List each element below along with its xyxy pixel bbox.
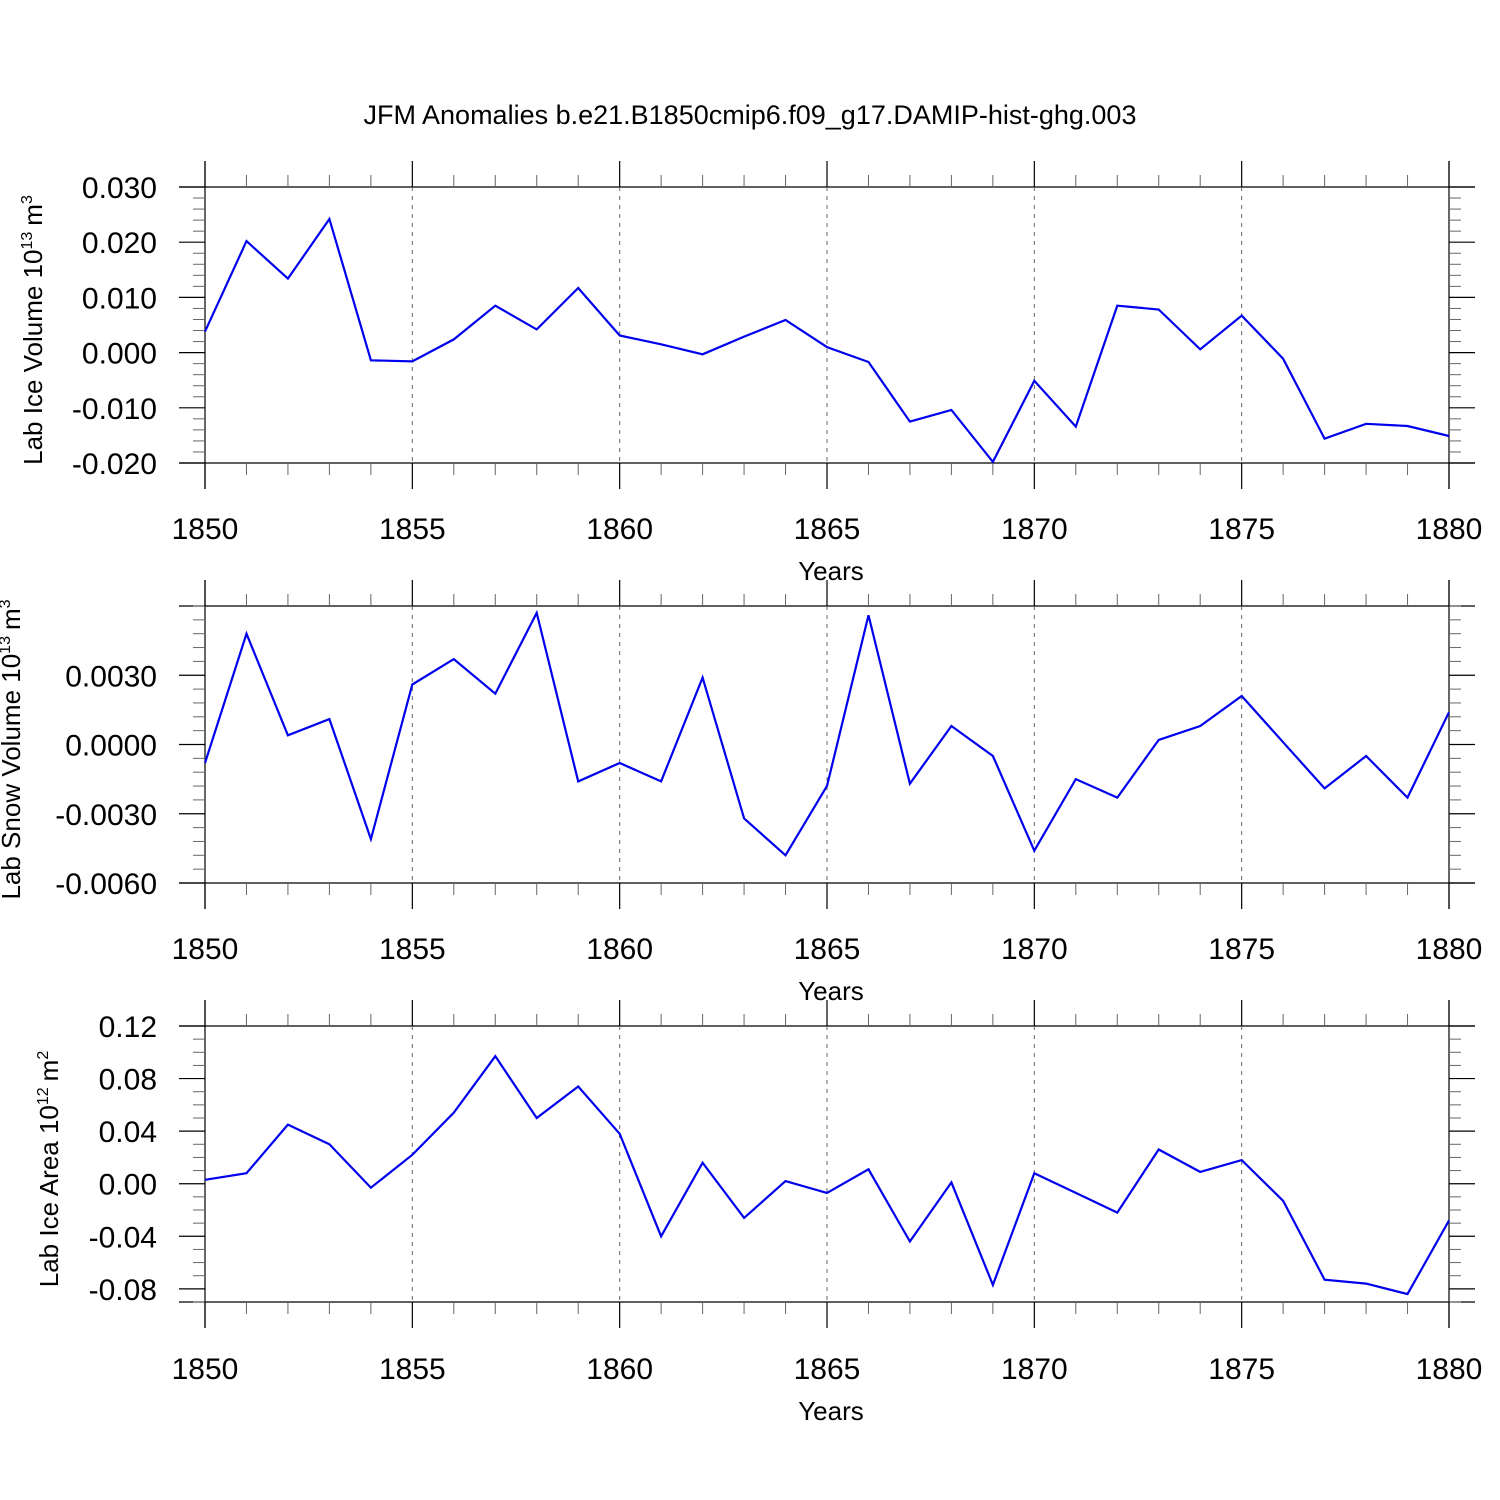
y-tick-label: -0.010 [72, 393, 157, 426]
x-tick-label: 1870 [1001, 1353, 1068, 1386]
x-tick-label: 1860 [586, 1353, 653, 1386]
x-tick-label: 1870 [1001, 933, 1068, 966]
x-tick-label: 1855 [379, 513, 446, 546]
x-tick-label: 1865 [794, 513, 861, 546]
x-tick-label: 1850 [172, 1353, 239, 1386]
series-line [204, 216, 1450, 464]
x-axis-title: Years [798, 556, 864, 586]
y-tick-label: 0.0030 [65, 660, 157, 693]
y-axis-title: Lab Ice Area 1012m2 [34, 1051, 64, 1288]
y-tick-label: 0.08 [99, 1064, 157, 1097]
x-axis-title: Years [798, 976, 864, 1006]
panel-2: -0.0060 -0.0030 0.0000 0.0030 1850 1855 1860 18… [0, 580, 1482, 1006]
y-tick-label: -0.04 [89, 1221, 157, 1254]
y-tick-label: 0.0000 [65, 730, 157, 763]
x-tick-label: 1875 [1208, 513, 1275, 546]
y-tick-label: 0.000 [82, 338, 157, 371]
panel-1: -0.020 -0.010 0.000 0.010 0.020 0.030 1850 1855… [18, 161, 1482, 586]
x-tick-label: 1860 [586, 513, 653, 546]
y-axis-title: Lab Ice Volume 1013m3 [18, 195, 48, 465]
x-tick-label: 1850 [172, 933, 239, 966]
x-tick-label: 1880 [1416, 933, 1483, 966]
x-tick-label: 1880 [1416, 1353, 1483, 1386]
x-axis-title: Years [798, 1396, 864, 1426]
series-line [203, 609, 1450, 858]
y-tick-label: -0.0030 [55, 799, 157, 832]
panels: -0.020 -0.010 0.000 0.010 0.020 0.030 1850 1855… [0, 161, 1482, 1426]
chart-title: JFM Anomalies b.e21.B1850cmip6.f09_g17.D… [364, 100, 1137, 130]
x-tick-label: 1850 [172, 513, 239, 546]
y-tick-label: -0.08 [89, 1274, 157, 1307]
x-tick-label: 1860 [586, 933, 653, 966]
x-tick-label: 1875 [1208, 1353, 1275, 1386]
y-tick-label: 0.04 [99, 1116, 157, 1149]
y-axis-title: Lab Snow Volume 1013m3 [0, 599, 26, 899]
x-tick-label: 1865 [794, 1353, 861, 1386]
y-tick-label: 0.010 [82, 282, 157, 315]
panel-3: -0.08 -0.04 0.00 0.04 0.08 0.12 1850 1855 1860 18… [34, 1000, 1482, 1426]
x-tick-label: 1855 [379, 933, 446, 966]
series-line [204, 1054, 1450, 1296]
y-tick-label: 0.00 [99, 1169, 157, 1202]
y-tick-label: -0.020 [72, 448, 157, 481]
x-tick-label: 1875 [1208, 933, 1275, 966]
x-tick-label: 1865 [794, 933, 861, 966]
x-tick-label: 1870 [1001, 513, 1068, 546]
y-tick-label: 0.020 [82, 227, 157, 260]
x-tick-label: 1855 [379, 1353, 446, 1386]
y-tick-label: -0.0060 [55, 868, 157, 901]
y-tick-label: 0.12 [99, 1011, 157, 1044]
y-tick-label: 0.030 [82, 172, 157, 205]
x-tick-label: 1880 [1416, 513, 1483, 546]
